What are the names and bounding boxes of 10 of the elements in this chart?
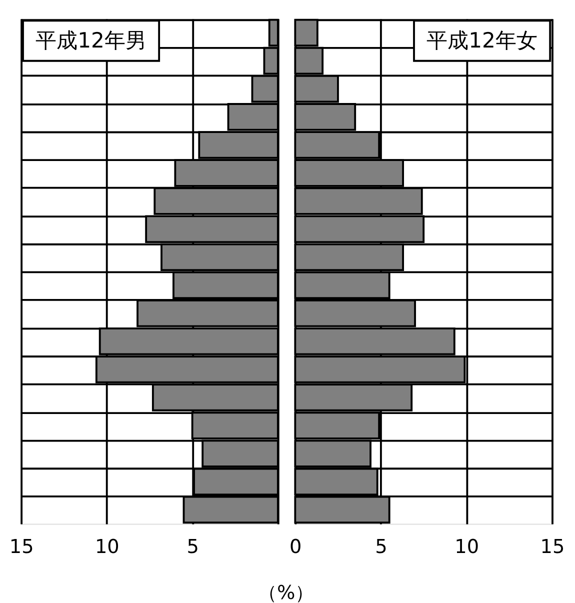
x-tick-label: 10 — [94, 534, 120, 558]
x-tick-label: 15 — [9, 534, 34, 558]
x-tick-label: 0 — [290, 534, 302, 558]
x-tick-label: 5 — [375, 534, 388, 558]
x-tick-label: 5 — [186, 534, 199, 558]
chart-title: 平成12年男 — [36, 27, 146, 52]
x-axis-title: （%） — [258, 580, 314, 603]
x-tick-label: 10 — [454, 534, 480, 558]
x-tick-label: 15 — [540, 534, 565, 558]
chart-title: 平成12年女 — [426, 27, 538, 52]
